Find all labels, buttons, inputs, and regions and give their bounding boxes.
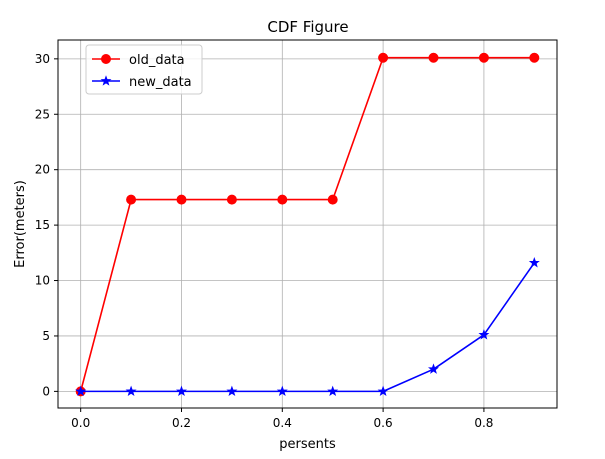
data-point bbox=[226, 385, 238, 397]
data-point bbox=[277, 194, 288, 205]
data-point bbox=[327, 385, 339, 397]
data-point bbox=[327, 194, 338, 205]
x-tick-label: 0.2 bbox=[172, 416, 191, 430]
y-tick-label: 25 bbox=[35, 107, 50, 121]
legend-marker bbox=[100, 75, 112, 86]
axis-ticks: 0.0 0.2 0.4 0.6 0.8 0 5 10 15 20 25 30 bbox=[35, 52, 494, 430]
legend-marker bbox=[101, 54, 111, 64]
legend-label: old_data bbox=[129, 53, 185, 68]
data-point bbox=[126, 194, 137, 205]
y-tick-label: 5 bbox=[42, 329, 50, 343]
chart-legend: old_data new_data bbox=[85, 44, 203, 95]
y-axis-label: Error(meters) bbox=[13, 180, 28, 268]
data-point bbox=[226, 194, 237, 205]
data-series bbox=[75, 52, 540, 397]
data-point bbox=[428, 363, 439, 374]
legend-item-new_data: new_data bbox=[92, 75, 192, 90]
data-point bbox=[125, 385, 137, 397]
y-tick-label: 15 bbox=[35, 218, 50, 232]
plot-area-frame bbox=[57, 39, 558, 409]
data-point bbox=[528, 257, 540, 268]
series-line bbox=[79, 56, 535, 392]
y-tick-label: 0 bbox=[42, 384, 50, 398]
series-line bbox=[80, 262, 535, 393]
y-tick-label: 30 bbox=[35, 52, 50, 66]
data-point bbox=[529, 52, 540, 63]
data-point bbox=[478, 329, 490, 340]
x-tick-label: 0.0 bbox=[71, 416, 90, 430]
data-point bbox=[176, 194, 187, 205]
data-point bbox=[428, 52, 439, 63]
chart-title: CDF Figure bbox=[267, 18, 348, 36]
x-axis-label: persents bbox=[279, 437, 336, 452]
legend-label: new_data bbox=[129, 75, 192, 90]
data-point bbox=[378, 52, 389, 63]
y-tick-label: 10 bbox=[35, 274, 50, 288]
data-point bbox=[75, 385, 87, 397]
series-new_data bbox=[75, 257, 540, 397]
data-point bbox=[276, 385, 288, 397]
data-point bbox=[176, 385, 187, 397]
grid-lines bbox=[58, 40, 557, 408]
legend-item-old_data: old_data bbox=[92, 53, 185, 68]
x-tick-label: 0.4 bbox=[273, 416, 292, 430]
x-tick-label: 0.6 bbox=[374, 416, 393, 430]
data-point bbox=[478, 52, 489, 63]
y-tick-label: 20 bbox=[35, 163, 50, 177]
data-point bbox=[377, 385, 389, 397]
x-tick-label: 0.8 bbox=[474, 416, 493, 430]
